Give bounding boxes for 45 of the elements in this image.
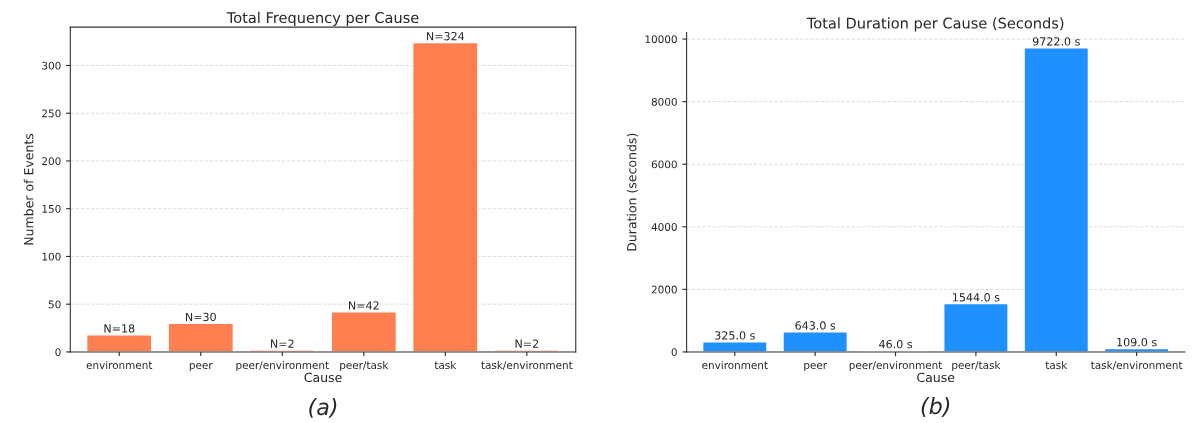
- data-label: N=2: [271, 339, 294, 348]
- x-tick-label: environment: [86, 360, 153, 370]
- y-tick-label: 200: [42, 157, 61, 166]
- y-tick-label: 50: [48, 300, 61, 309]
- data-label: N=324: [426, 31, 465, 41]
- data-label: 109.0 s: [1117, 337, 1157, 347]
- y-tick-label: 100: [42, 252, 61, 261]
- y-tick-label: 10000: [645, 35, 677, 44]
- data-label: N=18: [104, 324, 135, 333]
- x-tick-label: peer: [804, 363, 828, 372]
- y-tick-label: 0: [671, 348, 677, 357]
- data-label: 46.0 s: [879, 339, 913, 349]
- data-label: 325.0 s: [715, 331, 755, 340]
- chart-title: Total Frequency per Cause: [226, 11, 419, 26]
- x-tick-label: peer/task: [952, 360, 1001, 372]
- y-tick-label: 2000: [651, 285, 677, 294]
- chart-title: Total Duration per Cause (Seconds): [806, 17, 1064, 32]
- data-label: 1544.0 s: [953, 293, 1000, 302]
- text: (a): [309, 398, 337, 418]
- x-tick-label: task/environment: [481, 360, 573, 370]
- data-label: N=42: [349, 301, 379, 310]
- data-label: N=2: [515, 339, 539, 348]
- x-axis-title: Cause: [917, 372, 955, 383]
- y-axis-title: Duration (seconds): [626, 133, 638, 251]
- x-tick-label: environment: [702, 360, 768, 370]
- data-label: 643.0 s: [795, 321, 836, 330]
- y-tick-label: 8000: [651, 97, 677, 106]
- y-axis-title: Number of Events: [23, 133, 34, 245]
- x-tick-label: peer/environment: [849, 360, 943, 372]
- y-tick-label: 0: [55, 348, 61, 357]
- x-axis-title: Cause: [304, 372, 342, 383]
- data-label: N=30: [185, 312, 216, 322]
- x-tick-label: peer/environment: [236, 360, 329, 372]
- y-tick-label: 150: [42, 204, 61, 213]
- text: (b): [921, 397, 950, 417]
- y-tick-label: 250: [42, 109, 61, 118]
- x-tick-label: peer: [189, 363, 213, 372]
- x-tick-label: task/environment: [1091, 360, 1183, 370]
- x-tick-label: task: [1045, 360, 1068, 370]
- y-tick-label: 6000: [651, 160, 677, 169]
- data-label: 9722.0 s: [1032, 37, 1080, 46]
- x-tick-label: peer/task: [340, 360, 389, 372]
- y-tick-label: 4000: [651, 223, 677, 231]
- x-tick-label: task: [434, 360, 457, 370]
- y-tick-label: 300: [42, 61, 61, 70]
